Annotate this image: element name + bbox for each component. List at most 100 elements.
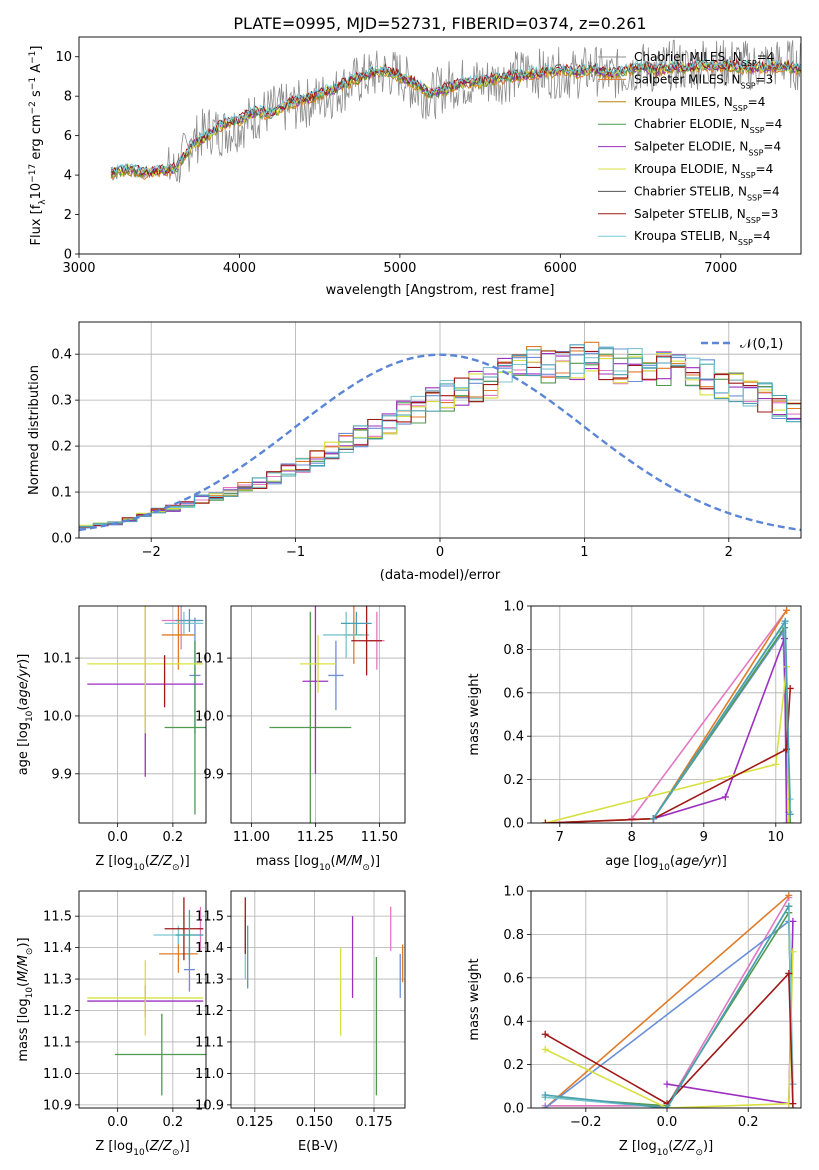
legend-name: Salpeter STELIB (634, 207, 729, 221)
y-tick-label: 9.9 (51, 767, 72, 782)
y-tick-label: 1.0 (503, 885, 524, 900)
model-spectrum-line (110, 56, 801, 175)
plot-area-spectrum (110, 39, 801, 183)
y-tick-label: 10.0 (43, 709, 72, 724)
x-tick-label: 6000 (544, 261, 577, 276)
y-tick-label: 0.8 (503, 643, 524, 658)
weight-marker (786, 819, 794, 823)
y-tick-label: 0.6 (503, 971, 524, 986)
y-tick-label: 11.0 (43, 1067, 72, 1082)
weight-series-line (544, 971, 794, 1105)
x-axis-label: age [log10(age/yr)] (605, 854, 727, 873)
y-tick-label: 0.3 (51, 394, 72, 409)
x-tick-label: 0.2 (163, 1115, 184, 1130)
weight-series-line (653, 638, 788, 823)
x-tick-label: −0.2 (570, 1115, 602, 1130)
weight-series-line (545, 688, 791, 823)
weight-marker (785, 902, 793, 910)
panel-mass-vs-z: 0.0 0.2 10.9 11.0 11.1 11.2 11.3 11.4 11.5 Z [log… (16, 890, 207, 1158)
weight-marker (783, 819, 791, 823)
y-axis-label: age [log10(age/yr)] (16, 654, 35, 776)
plot-area-age-vs-mass (231, 606, 405, 823)
legend-name: Kroupa ELODIE (634, 162, 724, 176)
x-tick-label: 0.2 (163, 830, 184, 845)
y-tick-label: 0.4 (503, 1015, 524, 1030)
legend-label: Salpeter STELIB, NSSP=3 (634, 207, 778, 225)
weight-marker (781, 617, 789, 625)
legend-name: Salpeter ELODIE (634, 140, 732, 154)
legend-label: Kroupa MILES, NSSP=4 (634, 95, 765, 113)
plot-area-mass-vs-z (79, 891, 206, 1108)
plot-area-age-vs-z (79, 606, 206, 823)
y-tick-label: 11.5 (195, 910, 224, 925)
weight-marker (785, 969, 793, 977)
axes-frame (530, 890, 802, 1109)
weight-marker (785, 891, 793, 899)
y-tick-label: 11.5 (43, 910, 72, 925)
y-tick-label: 6 (64, 129, 72, 144)
y-axis-label: mass weight (467, 958, 482, 1040)
weight-marker (789, 917, 797, 925)
y-tick-label: 11.4 (43, 941, 72, 956)
legend-label: Kroupa ELODIE, NSSP=4 (634, 162, 773, 180)
y-tick-label: 0.1 (51, 486, 72, 501)
x-tick-label: 0.2 (738, 1115, 759, 1130)
panel-age-vs-z: 0.0 0.2 9.9 10.0 10.1 Z [log10(Z/Z⊙)] age [log… (16, 605, 207, 873)
y-tick-label: 1.0 (503, 600, 524, 615)
weight-marker (541, 819, 549, 823)
panel-weight-vs-z: −0.2 0.0 0.2 0.0 0.2 0.4 0.6 0.8 1.0 Z [log10(Z/Z… (467, 885, 802, 1158)
y-tick-label: 10.1 (43, 652, 72, 667)
x-tick-label: 0 (436, 545, 444, 560)
normal-distribution-curve (79, 353, 801, 532)
residual-histogram-step (79, 350, 801, 526)
x-axis-label: E(B-V) (298, 1139, 338, 1154)
weight-series-line (631, 609, 788, 820)
y-axis-label: Flux [fλ10−17 erg cm−2 s−1 A−1] (28, 46, 48, 246)
y-tick-label: 10.9 (195, 1098, 224, 1113)
weight-marker (541, 1104, 549, 1108)
x-tick-label: 11.00 (233, 830, 270, 845)
legend-nssp: 4 (763, 229, 771, 243)
x-tick-label: 0.175 (355, 1115, 392, 1130)
weight-marker (649, 815, 657, 823)
legend-label: 𝒩(0,1) (740, 337, 783, 352)
axes-frame (78, 321, 802, 539)
legend-nssp: 4 (766, 162, 774, 176)
legend-label: Salpeter MILES, NSSP=3 (634, 72, 773, 90)
x-tick-label: 3000 (62, 261, 95, 276)
y-tick-label: 11.3 (195, 973, 224, 988)
weight-marker (772, 760, 780, 768)
legend-nssp: 4 (773, 140, 781, 154)
x-tick-label: 9 (700, 830, 708, 845)
y-tick-label: 10 (55, 50, 72, 65)
x-tick-label: 10 (768, 830, 785, 845)
panel-weight-vs-age: 7 8 9 10 0.0 0.2 0.4 0.6 0.8 1.0 age [log10(age/yr… (467, 600, 802, 873)
weight-marker (541, 1045, 549, 1053)
x-tick-label: 7 (556, 830, 564, 845)
legend-label: Chabrier STELIB, NSSP=4 (634, 184, 780, 202)
x-tick-label: 8 (628, 830, 636, 845)
y-axis-label: Normed distribution (27, 365, 42, 495)
weight-marker (721, 793, 729, 801)
y-tick-label: 0.4 (503, 730, 524, 745)
y-tick-label: 0.4 (51, 348, 72, 363)
y-tick-label: 10.9 (43, 1098, 72, 1113)
weight-marker (663, 1104, 671, 1108)
y-tick-label: 11.2 (195, 1004, 224, 1019)
legend-nssp: 4 (767, 50, 775, 64)
x-tick-label: −2 (142, 545, 161, 560)
weight-marker (786, 810, 794, 818)
axes-frame (78, 890, 207, 1109)
y-tick-label: 11.2 (43, 1004, 72, 1019)
legend-name: Chabrier ELODIE (634, 117, 733, 131)
x-axis-label: mass [log10(M/M⊙)] (256, 854, 380, 873)
x-tick-label: 1 (580, 545, 588, 560)
plot-area-weight-vs-age (531, 606, 801, 823)
y-axis-label: mass [log10(M/M⊙)] (16, 937, 35, 1061)
axes-frame (530, 605, 802, 824)
y-tick-label: 8 (64, 90, 72, 105)
weight-series-line (544, 919, 794, 1108)
x-tick-label: 0.150 (296, 1115, 333, 1130)
x-tick-label: 11.50 (361, 830, 398, 845)
